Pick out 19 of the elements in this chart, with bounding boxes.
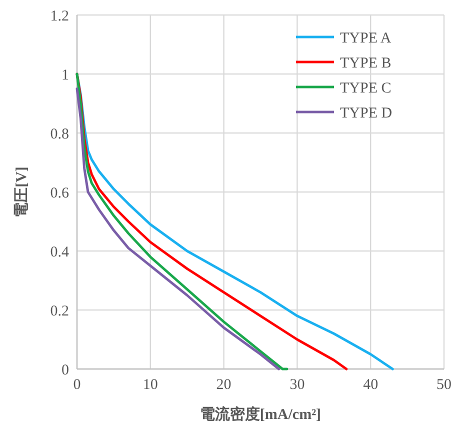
x-tick-label: 10	[142, 377, 158, 393]
y-tick-label: 0.6	[50, 185, 70, 202]
y-tick-label: 1.2	[50, 8, 69, 24]
legend-label: TYPE D	[340, 105, 392, 122]
x-tick-label: 50	[436, 377, 452, 393]
legend-label: TYPE B	[340, 55, 392, 72]
y-tick-label: 0.2	[50, 303, 69, 320]
x-tick-label: 0	[73, 377, 81, 393]
x-tick-label: 20	[216, 377, 232, 393]
y-tick-label: 0	[62, 362, 69, 378]
x-axis-title: 電流密度[mA/cm²]	[200, 405, 322, 423]
x-tick-label: 40	[363, 377, 378, 393]
y-tick-label: 0.4	[50, 244, 70, 260]
x-tick-label: 30	[290, 377, 305, 393]
y-axis-title: 電圧[V]	[13, 166, 30, 218]
legend-label: TYPE A	[340, 30, 392, 46]
y-tick-label: 1	[62, 67, 69, 84]
legend-label: TYPE C	[340, 80, 392, 96]
y-tick-label: 0.8	[50, 126, 69, 142]
